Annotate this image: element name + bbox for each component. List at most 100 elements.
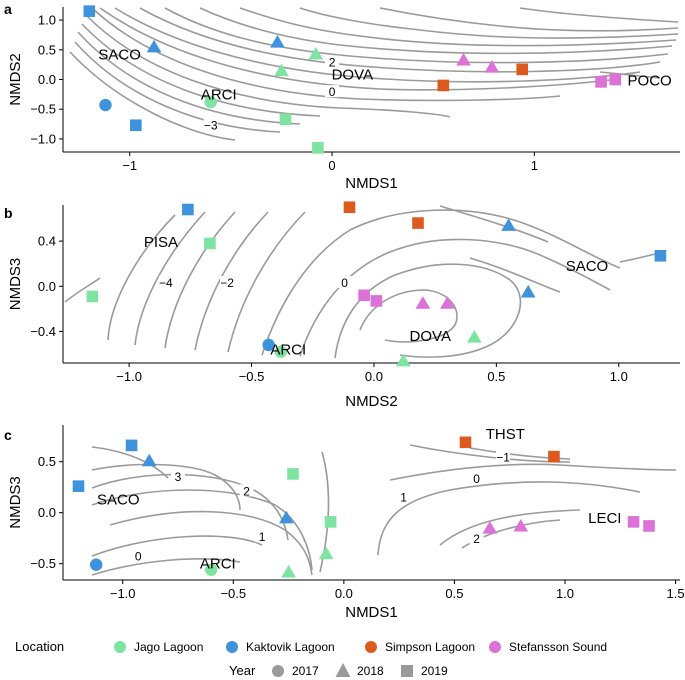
y-tick-label: 0.0 (38, 505, 56, 520)
contour-label-bg (496, 450, 511, 463)
contour-line (91, 535, 263, 557)
contour-label-bg (396, 490, 411, 503)
data-point (520, 284, 536, 298)
site-label: ARCI (200, 556, 236, 573)
contour-line (74, 41, 281, 133)
x-axis-title: NMDS2 (345, 393, 398, 410)
legend-year-swatch (401, 665, 413, 677)
contour-label: −4 (159, 276, 173, 290)
contour-line (439, 509, 581, 546)
data-point (609, 73, 622, 86)
x-axis-title: NMDS1 (345, 604, 398, 621)
data-point (459, 436, 472, 449)
x-axis-title: NMDS1 (345, 175, 398, 192)
x-tick-label: 0.0 (335, 586, 353, 601)
x-tick-label: −1.0 (116, 369, 142, 384)
site-label: DOVA (410, 328, 451, 345)
legend-location-title: Location (15, 639, 64, 654)
contour-line (64, 277, 101, 303)
data-point (343, 201, 356, 214)
x-tick-label: 0.5 (487, 369, 505, 384)
contour-line (69, 51, 236, 141)
contour-line (599, 71, 661, 79)
site-label: THST (486, 426, 525, 443)
data-point (204, 563, 218, 577)
contour-line (379, 7, 679, 32)
x-tick-label: 0 (328, 158, 335, 173)
data-point (516, 63, 529, 76)
contour-label-bg (255, 530, 270, 543)
y-tick-label: 0.5 (38, 42, 56, 57)
data-point (141, 453, 157, 467)
data-point (279, 510, 294, 524)
data-point (627, 516, 640, 528)
y-tick-label: −1.0 (30, 131, 56, 146)
contour-label-bg (469, 472, 484, 485)
contour-line (469, 257, 561, 293)
data-point (204, 95, 217, 109)
contour-line (377, 481, 641, 556)
panel-label: b (4, 205, 13, 221)
legend-swatch (114, 641, 126, 653)
contour-label: 0 (473, 472, 480, 486)
contour-label-bg (170, 470, 185, 483)
contour-line (299, 238, 611, 357)
panel-label: a (4, 1, 12, 17)
contour-label-bg (131, 549, 146, 562)
data-point (501, 218, 516, 231)
y-tick-label: 1.0 (38, 13, 56, 28)
legend-year-title: Year (229, 663, 256, 678)
legend-year-swatch (335, 663, 351, 677)
x-tick-label: 1.0 (556, 586, 574, 601)
contour-line (164, 7, 669, 64)
data-point (324, 516, 337, 528)
contour-line (107, 214, 176, 341)
data-point (456, 52, 471, 66)
data-point (412, 217, 424, 229)
panel-a: 2 0 −3 −1 0 1 −1.0 −0.5 0.0 0.5 1.0 NMDS1 NMDS2 a SACO… (4, 1, 680, 192)
data-point (643, 520, 655, 532)
contour-label-bg (220, 276, 235, 288)
contour-line (91, 463, 241, 511)
contour-label: −3 (204, 118, 218, 132)
contour-line (439, 205, 549, 243)
contour-line (91, 473, 289, 541)
contour-line (134, 211, 206, 346)
contour-label-bg (203, 118, 218, 131)
site-label: SACO (97, 491, 140, 508)
contour-line (239, 7, 677, 47)
y-axis-title: NMDS2 (7, 53, 24, 106)
contour-label: 1 (259, 530, 266, 544)
data-point (146, 39, 162, 53)
site-label: POCO (628, 73, 672, 90)
contour-line (85, 14, 451, 118)
data-point (262, 338, 275, 352)
contour-label: −1 (496, 451, 510, 465)
data-point (86, 290, 99, 303)
data-point (654, 249, 667, 262)
x-tick-label: 0.5 (445, 586, 463, 601)
contour-line (91, 446, 169, 479)
data-point (466, 330, 482, 343)
data-point (99, 98, 112, 112)
data-point (440, 296, 455, 309)
contour-lines (64, 205, 661, 359)
contour-line (227, 211, 306, 353)
contour-label-bg (337, 276, 352, 288)
panel-c: 3 2 1 0 1 0 −1 2 −1.0 −0.5 0.0 0.5 1.0 1.5 −0.5 0.0 0.5 N… (4, 425, 685, 621)
data-point (125, 439, 138, 452)
contour-line (389, 463, 677, 481)
x-tick-label: −0.5 (220, 586, 246, 601)
x-tick-label: 1.0 (610, 369, 628, 384)
data-point (482, 520, 498, 534)
site-label: ARCI (201, 86, 237, 103)
contour-line (469, 447, 571, 460)
data-point (437, 79, 450, 92)
y-tick-label: 0.5 (38, 454, 56, 469)
data-point (89, 558, 103, 571)
x-tick-label: −1 (122, 158, 137, 173)
site-label: PISA (144, 234, 178, 251)
legend: Location Jago Lagoon Kaktovik Lagoon Simpso… (15, 639, 607, 678)
contour-label: 0 (329, 85, 336, 99)
